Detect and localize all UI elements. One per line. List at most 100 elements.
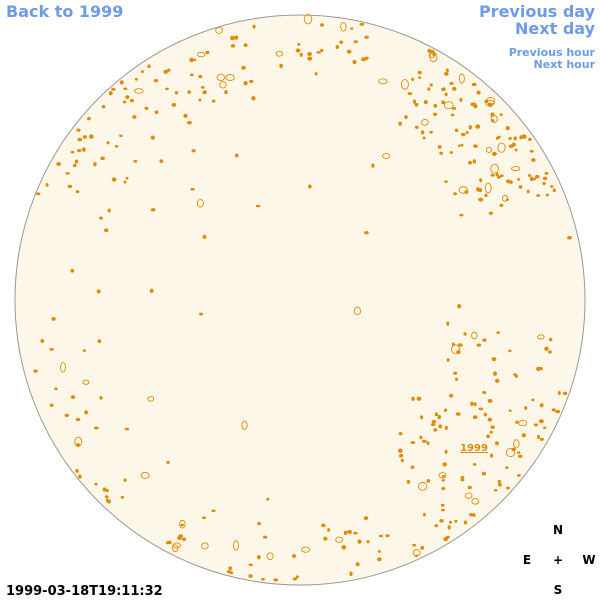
sunspot — [534, 174, 540, 179]
next-hour-link[interactable]: Next hour — [534, 58, 596, 71]
sunspot — [96, 289, 101, 294]
sunspot — [446, 321, 450, 326]
sunspot — [60, 362, 66, 373]
sunspot — [440, 508, 446, 512]
sunspot — [82, 349, 86, 352]
sunspot — [241, 420, 248, 430]
sunspot — [255, 204, 261, 208]
sunspot — [211, 99, 216, 103]
sunspot — [421, 119, 429, 126]
sunspot — [544, 346, 549, 351]
sunspot — [449, 81, 454, 85]
previous-day-link[interactable]: Previous day — [479, 2, 596, 21]
sunspot — [491, 151, 497, 156]
sunspot — [398, 121, 402, 126]
sunspot — [431, 420, 437, 424]
sunspot — [497, 175, 501, 179]
sunspot — [497, 482, 502, 487]
sunspot — [463, 332, 467, 336]
sunspot — [75, 417, 81, 422]
sunspot — [35, 192, 41, 196]
sunspot — [295, 575, 299, 579]
sunspot — [197, 51, 206, 58]
sunspot — [257, 521, 261, 526]
sunspot — [219, 81, 227, 89]
sunspot — [353, 40, 358, 44]
sunspot — [464, 492, 473, 499]
sunspot — [542, 182, 546, 185]
sunspot — [482, 338, 487, 342]
sunspot — [493, 489, 498, 492]
sunspot — [93, 162, 97, 167]
sunspot — [464, 190, 469, 194]
sunspot — [231, 36, 236, 40]
sunspot — [521, 134, 526, 139]
sunspot — [439, 519, 444, 523]
sunspot — [303, 14, 313, 25]
sunspot — [465, 131, 469, 134]
previous-hour-link[interactable]: Previous hour — [509, 46, 596, 59]
sunspot — [183, 113, 188, 118]
sunspot — [483, 412, 487, 417]
sunspot — [459, 213, 464, 217]
sunspot — [475, 124, 481, 129]
sunspot — [307, 56, 313, 61]
sunspot — [506, 486, 510, 490]
sunspot — [366, 540, 370, 544]
sunspot — [191, 149, 196, 153]
sunspot — [149, 288, 154, 294]
sunspot — [471, 82, 477, 87]
sunspot — [340, 22, 347, 32]
sunspot — [180, 523, 184, 527]
sunspot — [123, 87, 128, 91]
sunspot — [414, 554, 419, 558]
sunspot — [550, 185, 554, 188]
sunspot — [441, 487, 446, 490]
sunspot — [555, 409, 561, 414]
sunspot — [64, 413, 70, 418]
sunspot — [70, 150, 75, 154]
sunspot — [492, 371, 498, 376]
sunspot — [563, 391, 568, 396]
sunspot — [335, 536, 344, 543]
sunspot — [378, 78, 388, 85]
sunspot — [527, 174, 532, 177]
sunspot — [357, 539, 362, 544]
sunspot — [499, 203, 504, 207]
sunspot — [120, 495, 125, 499]
sunspot — [147, 396, 155, 402]
sunspot — [542, 176, 548, 181]
sunspot — [521, 433, 526, 438]
sunspot — [433, 428, 438, 432]
sunspot — [472, 463, 477, 466]
sunspot — [70, 395, 76, 399]
sunspot — [444, 449, 448, 454]
sunspot — [153, 78, 159, 83]
sunspot — [76, 128, 81, 132]
sunspot — [364, 35, 369, 39]
sunspot — [427, 87, 431, 91]
sunspot — [444, 72, 449, 76]
compass-east: E — [523, 553, 531, 567]
sunspot — [177, 535, 183, 540]
back-link[interactable]: Back to 1999 — [6, 2, 123, 21]
sunspot — [256, 555, 261, 560]
solar-disk — [14, 14, 586, 586]
sunspot — [320, 48, 324, 53]
sunspot — [469, 513, 474, 517]
sunspot — [439, 151, 443, 155]
sunspot — [419, 435, 423, 440]
sunspot — [299, 52, 303, 57]
sunspot — [129, 98, 134, 103]
sunspot — [353, 306, 362, 316]
sunspot — [442, 462, 447, 467]
sunspot — [82, 379, 90, 385]
sunspot — [456, 350, 461, 355]
sunspot — [423, 99, 428, 105]
sunspot — [489, 430, 493, 434]
disk-year-label[interactable]: 1999 — [460, 443, 488, 454]
sunspot — [490, 163, 499, 174]
next-day-link[interactable]: Next day — [515, 19, 596, 38]
sunspot — [485, 99, 495, 107]
sunspot — [518, 420, 528, 427]
